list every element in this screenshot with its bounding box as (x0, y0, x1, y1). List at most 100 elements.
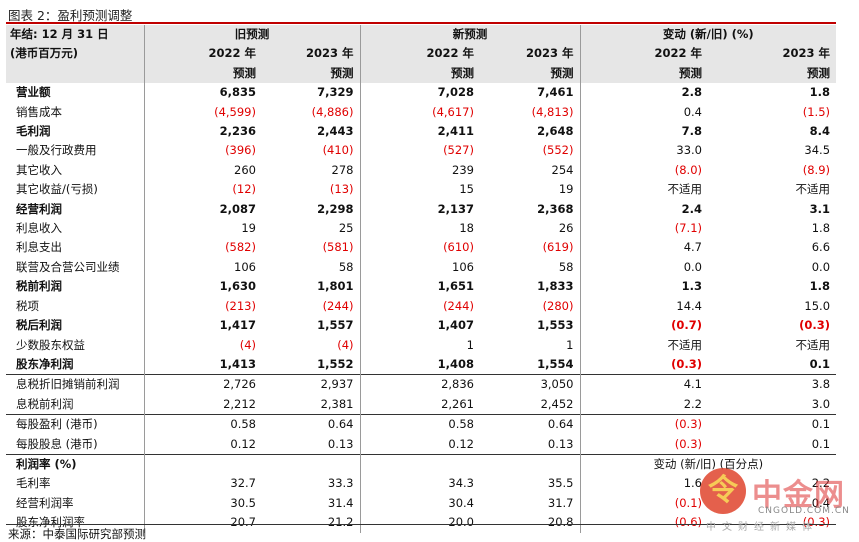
old-2022-value: 1,413 (143, 354, 262, 375)
chg-2022-value: 1.6 (579, 474, 708, 494)
new-2022-value: 1,651 (359, 277, 480, 297)
row-label: 每股盈利 (港币) (6, 414, 144, 435)
old-2023-value: (4) (337, 337, 354, 352)
header-row-3: 预测 预测 预测 预测 预测 预测 (6, 63, 837, 84)
table-row: 利息收入 19 25 18 26 (7.1) 1.8 (6, 219, 836, 239)
row-label: 每股股息 (港币) (16, 436, 98, 451)
new-2023-value: 0.64 (480, 414, 580, 435)
new-2022-value: 2,137 (359, 199, 480, 220)
margin-change-label: 变动 (新/旧) (百分点) (579, 453, 837, 475)
watermark-emblem: 令 (700, 468, 746, 514)
old-2023-value: 25 (338, 221, 354, 236)
chg-2022-value: 7.8 (579, 122, 708, 142)
old-2022-value: 32.7 (143, 474, 262, 494)
chg-2022-value: (0.7) (579, 316, 708, 336)
new-2023-value: (280) (542, 298, 574, 313)
new-2022-value: 1,407 (359, 316, 480, 336)
row-label: 少数股东权益 (16, 337, 85, 352)
row-label: 营业额 (16, 85, 51, 100)
chg-2023-value: (0.3) (802, 515, 831, 530)
new-2023-year: 2023 年 (480, 44, 580, 64)
table-row: 销售成本 (4,599) (4,886) (4,617) (4,813) 0.4 (1.5) (6, 102, 836, 123)
new-2022-value: 239 (359, 160, 480, 181)
new-2023-value: 1,554 (537, 356, 574, 371)
header-row-1: 年结: 12 月 31 日 旧预测 新预测 变动 (新/旧) (%) (6, 25, 837, 45)
new-2022-value: 18 (359, 219, 480, 239)
old-2023-value: (581) (322, 240, 354, 255)
new-2022-value: 0.58 (359, 414, 480, 435)
table-row: 其它收益/(亏损) (12) (13) 15 19 不适用 不适用 (6, 180, 836, 200)
old-2023-value: 1,552 (317, 356, 354, 371)
row-label: 经营利润率 (16, 495, 74, 510)
new-2022-year: 2022 年 (359, 44, 480, 64)
chg-2022-value: 1.3 (579, 277, 708, 297)
new-forecast-header: 新预测 (359, 25, 580, 45)
row-label: 税前利润 (16, 279, 62, 294)
old-2022-value: 2,726 (143, 374, 262, 395)
new-2023-value: (552) (542, 143, 574, 158)
old-2022-value: 260 (143, 160, 262, 181)
old-2023-value: 1,801 (317, 279, 354, 294)
forecast-table: 年结: 12 月 31 日 旧预测 新预测 变动 (新/旧) (%) (港币百万… (6, 25, 837, 533)
title-divider (6, 22, 836, 24)
year-end-label: 年结: 12 月 31 日 (6, 25, 144, 45)
old-2023-value: 2,937 (262, 374, 360, 395)
new-2022-value: 30.4 (359, 493, 480, 514)
old-forecast-header: 旧预测 (143, 25, 360, 45)
old-2023-value: (244) (322, 298, 354, 313)
row-label: 一般及行政费用 (16, 143, 97, 158)
header-row-2: (港币百万元) 2022 年 2023 年 2022 年 2023 年 2022… (6, 44, 837, 64)
row-label: 股东净利润 (16, 356, 74, 371)
table-row: 税后利润 1,417 1,557 1,407 1,553 (0.7) (0.3) (6, 316, 836, 336)
chg-2022-value: 33.0 (579, 141, 708, 161)
chg-2022-value: 0.4 (579, 102, 708, 123)
chg-2023-value: 3.1 (809, 201, 831, 216)
row-label: 息税前利润 (16, 396, 74, 411)
table-row: 每股盈利 (港币) 0.58 0.64 0.58 0.64 (0.3) 0.1 (6, 414, 837, 435)
old-2022-value: 2,087 (143, 199, 262, 220)
margin-section-header: 利润率 (%) 变动 (新/旧) (百分点) (6, 453, 837, 475)
old-2022-year: 2022 年 (143, 44, 262, 64)
new-2023-value: 1 (566, 337, 574, 352)
old-2022-value: 6,835 (143, 83, 262, 103)
new-2022-value: 20.0 (359, 513, 480, 533)
chg-2023-value: 不适用 (795, 182, 831, 197)
new-2023-value: 20.8 (547, 515, 574, 530)
new-2023-value: 3,050 (480, 374, 580, 395)
new-2022-value: (244) (359, 296, 480, 317)
new-2022-value: 2,411 (359, 122, 480, 142)
row-label: 毛利润 (16, 124, 51, 139)
table-row: 营业额 6,835 7,329 7,028 7,461 2.8 1.8 (6, 83, 836, 103)
row-label: 利息支出 (16, 240, 62, 255)
chg-2023-value: 1.8 (811, 221, 831, 236)
chg-2022-value: 14.4 (579, 296, 708, 317)
chg-2022-value: 4.7 (579, 238, 708, 258)
new-2023-value: 35.5 (547, 476, 574, 491)
new-2023-value: (619) (542, 240, 574, 255)
chg-2023-forecast: 预测 (708, 63, 837, 84)
chg-2022-value: (0.6) (579, 513, 708, 533)
watermark-logo: 令 中金网 CNGOLD.COM.CN 中文财经新媒体 (700, 468, 850, 533)
chg-2023-value: 3.8 (708, 374, 837, 395)
old-2023-value: 58 (338, 259, 354, 274)
chg-2023-value: (0.3) (799, 318, 831, 333)
row-label: 毛利率 (16, 476, 51, 491)
table-row: 息税折旧摊销前利润 2,726 2,937 2,836 3,050 4.1 3.8 (6, 374, 837, 395)
margin-section-label: 利润率 (%) (6, 453, 144, 475)
old-2023-value: 7,329 (317, 85, 354, 100)
table-bottom-rule (6, 524, 836, 525)
table-row: 其它收入 260 278 239 254 (8.0) (8.9) (6, 160, 836, 181)
new-2023-value: 31.7 (547, 495, 574, 510)
new-2023-value: 7,461 (537, 85, 574, 100)
old-2023-value: 1,557 (317, 318, 354, 333)
table-row: 股东净利润 1,413 1,552 1,408 1,554 (0.3) 0.1 (6, 354, 836, 375)
chg-2022-value: 2.4 (579, 199, 708, 220)
old-2022-value: 1,417 (143, 316, 262, 336)
chg-2023-value: 0.1 (811, 436, 831, 451)
chg-2023-value: 15.0 (804, 298, 831, 313)
chg-2023-value: 0.1 (809, 356, 831, 371)
chg-2022-value: 0.0 (579, 257, 708, 278)
old-2023-value: 278 (331, 162, 354, 177)
change-header: 变动 (新/旧) (%) (579, 25, 837, 45)
old-2023-value: 2,298 (317, 201, 354, 216)
